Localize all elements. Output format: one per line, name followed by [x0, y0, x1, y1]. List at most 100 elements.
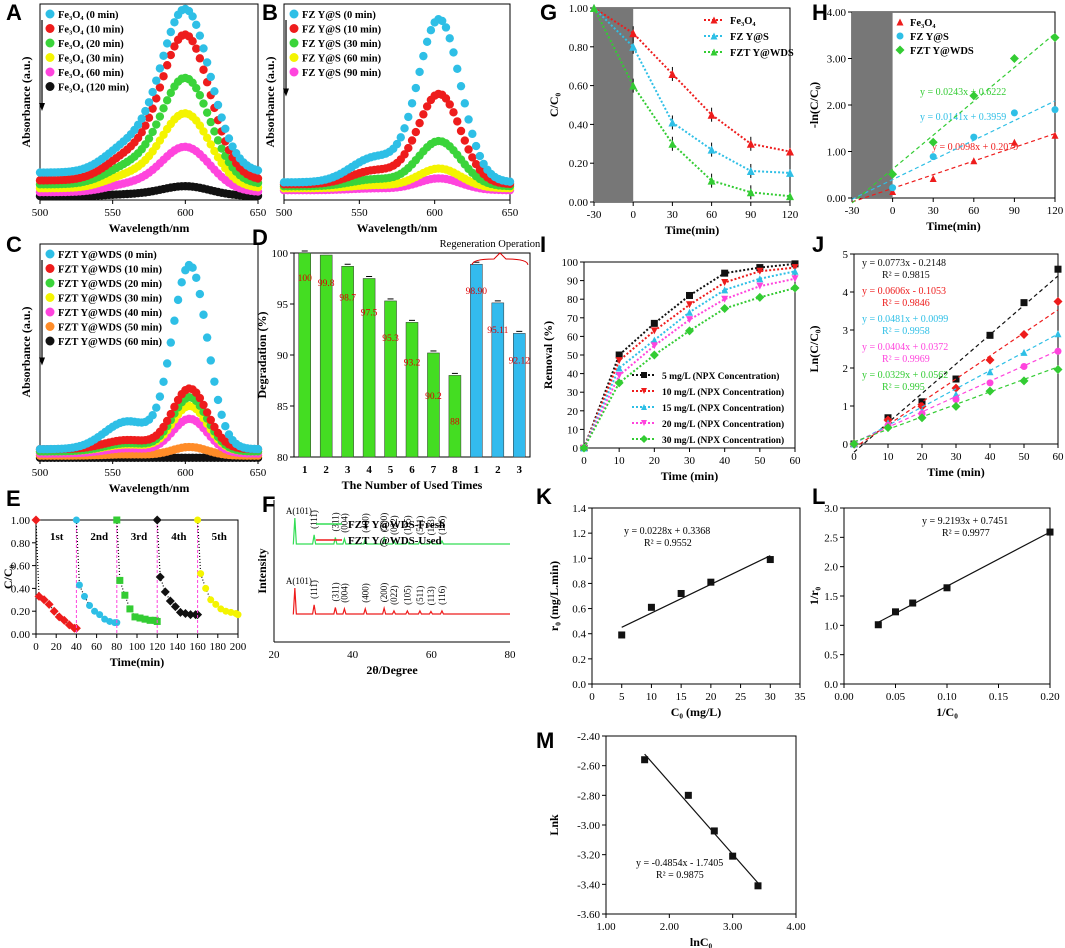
legend-label: FZ Y@S (90 min) — [302, 68, 382, 79]
x-tick-label: 25 — [735, 691, 747, 703]
data-point — [986, 331, 994, 339]
y-tick-label: 0.00 — [11, 629, 31, 641]
data-point — [986, 368, 994, 376]
spectrum-point — [221, 421, 230, 431]
x-axis-label: Wavelength/nm — [357, 221, 438, 235]
data-label: 98.90 — [466, 287, 488, 297]
y-tick-label: 80 — [277, 452, 289, 464]
cycle-point — [194, 516, 202, 524]
legend-label: FZT Y@WDS — [910, 46, 974, 57]
spectrum-point — [173, 295, 183, 305]
spectrum-point — [133, 120, 143, 130]
panel-C: C 500 550 600 650 Wavelength/nm Absorbance (a… — [0, 232, 270, 495]
spectrum-point — [210, 377, 219, 386]
series-point — [786, 168, 794, 177]
series-point — [791, 264, 799, 272]
panel-label-E: E — [6, 486, 21, 511]
x-axis-label: lnC₀ — [690, 935, 713, 948]
panel-H: H -30 0 30 60 90 120 0.00 1.00 2.00 3.00 4.00 Time(… — [800, 0, 1065, 233]
cycle-point — [75, 581, 83, 589]
data-point — [889, 184, 897, 192]
r-squared: R² = 0.9815 — [882, 270, 930, 281]
peak-label: (022) — [389, 585, 399, 605]
x-tick-label: 0 — [851, 451, 857, 463]
legend-marker — [710, 48, 718, 56]
spectrum-point — [192, 20, 201, 29]
cycle-point — [131, 613, 139, 621]
spectrum-point — [415, 118, 424, 128]
r-squared: R² = 0.9846 — [882, 298, 930, 309]
legend-label: 30 mg/L (NPX Concentration) — [662, 435, 784, 446]
y-tick-label: -3.00 — [577, 820, 600, 832]
y-tick-label: 0.00 — [569, 197, 589, 209]
data-label: 95.3 — [382, 334, 399, 344]
legend-marker — [710, 32, 718, 40]
data-point — [1053, 365, 1063, 375]
peak-label: (105) — [402, 585, 412, 605]
panel-J: J 0 10 20 30 40 50 60 0 1 2 3 4 5 Time (min) Ln(C/C₀) y… — [800, 232, 1065, 484]
data-point — [917, 401, 927, 411]
y-tick-label: 0.40 — [11, 583, 31, 595]
x-tick-label: 50 — [754, 455, 766, 467]
data-point — [883, 423, 893, 433]
cycle-point — [59, 615, 69, 625]
spectrum-point — [148, 127, 157, 137]
cycle-point — [193, 610, 203, 620]
x-tick-label: 500 — [276, 207, 293, 219]
data-point — [641, 756, 649, 764]
spectrum-point — [155, 112, 165, 121]
x-tick-label: -30 — [587, 209, 602, 221]
y-tick-label: 0.4 — [572, 629, 586, 641]
x-tick-label: 30 — [951, 451, 963, 463]
spectrum-point — [159, 422, 168, 432]
fit-line — [851, 33, 1056, 204]
annotation-text: Regeneration Operation — [440, 239, 541, 250]
y-axis-label: Absorbance (a.u.) — [263, 56, 277, 147]
bar — [384, 300, 397, 458]
y-tick-label: 70 — [567, 313, 579, 325]
cycle-point — [86, 602, 94, 609]
y-tick-label: 0.60 — [11, 561, 31, 573]
series-line — [593, 7, 791, 174]
data-point — [1054, 265, 1062, 273]
legend-label: FZ Y@S (30 min) — [302, 39, 382, 50]
peak-label: (200) — [379, 513, 389, 533]
spectrum-point — [438, 16, 447, 26]
series-point — [707, 110, 716, 119]
bar — [341, 266, 354, 458]
legend-label: 20 mg/L (NPX Concentration) — [662, 419, 784, 430]
cycle-point — [212, 600, 220, 608]
category-label: 3 — [517, 464, 523, 476]
kinetics-chart-G: -30 0 30 60 90 120 0.00 0.20 0.40 0.60 0.80 1.00 Tim… — [547, 3, 799, 237]
data-point — [710, 827, 718, 835]
y-tick-label: -3.60 — [577, 909, 600, 921]
y-tick-label: 4 — [843, 287, 849, 299]
y-axis-label: 1/r₀ — [807, 586, 821, 605]
data-point — [892, 608, 899, 616]
peak-label: (111) — [309, 580, 319, 599]
legend-label: FZ Y@S (60 min) — [302, 54, 382, 65]
cycle-chart-E: 0 20 40 60 80 100 120 140 160 180 200 0.00 0.20 0.40 0… — [1, 515, 247, 669]
spectrum-point — [468, 129, 477, 139]
cycle-point — [71, 623, 81, 633]
r-squared: R² = 0.9875 — [656, 870, 704, 881]
spectrum-point — [144, 134, 154, 143]
x-tick-label: 200 — [230, 641, 247, 653]
legend-marker — [710, 16, 718, 24]
spectrum-point — [166, 27, 175, 37]
spectrum-point — [202, 333, 212, 342]
y-tick-label: 0.20 — [11, 606, 31, 618]
r-squared: R² = 0.9969 — [882, 354, 930, 365]
spectrum-point — [195, 393, 205, 403]
spectrum-point — [206, 72, 215, 82]
fit-line — [851, 100, 1056, 200]
x-axis-label: Wavelength/nm — [109, 221, 190, 235]
series-point — [650, 319, 658, 327]
data-label: 98.7 — [339, 293, 356, 303]
peak-label: (311) — [330, 582, 340, 601]
panel-G: G -30 0 30 60 90 120 0.00 0.20 0.40 0.60 0.80 1.00 T… — [540, 0, 800, 237]
data-point — [888, 169, 898, 179]
x-axis-label: Wavelength/nm — [109, 481, 190, 495]
y-axis-label: Lnk — [547, 814, 561, 836]
spectrum-point — [170, 316, 179, 325]
